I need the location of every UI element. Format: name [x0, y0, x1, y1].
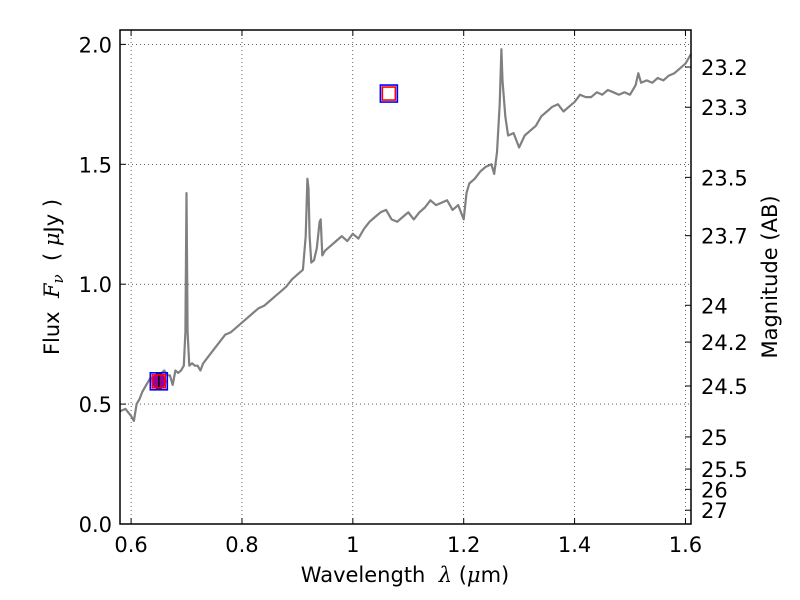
model-photometry-square: [381, 86, 397, 101]
mag-tick-label: 26: [701, 478, 728, 502]
plot-frame: [119, 29, 692, 525]
mag-tick-label: 24.5: [701, 375, 748, 399]
y-tick-label: 0.0: [79, 513, 112, 537]
mag-tick-label: 23.5: [701, 166, 748, 190]
y-tick-label: 1.0: [79, 273, 112, 297]
filter-photometry-square: [379, 84, 399, 103]
mag-tick-label: 24: [701, 294, 728, 318]
x-tick-label: 1.2: [447, 533, 480, 557]
y-tick-label: 2.0: [79, 33, 112, 57]
filter-photometry-square: [149, 372, 169, 391]
series-layer: [119, 48, 692, 422]
mag-tick-label: 25.5: [701, 458, 748, 482]
mag-tick-label: 23.3: [701, 96, 748, 120]
model-photometry-square: [151, 374, 167, 389]
points-layer: [149, 84, 399, 391]
mag-tick-label: 23.2: [701, 56, 748, 80]
mag-tick-label: 23.7: [701, 225, 748, 249]
y2-axis-label: Magnitude (AB): [758, 195, 782, 358]
x-tick-label: 0.8: [225, 533, 258, 557]
x-tick-label: 0.6: [114, 533, 147, 557]
y-tick-label: 1.5: [79, 153, 112, 177]
x-tick-label: 1.6: [669, 533, 702, 557]
x-tick-label: 1: [346, 533, 359, 557]
mag-tick-label: 24.2: [701, 331, 748, 355]
x-tick-label: 1.4: [558, 533, 591, 557]
mag-tick-label: 27: [701, 499, 728, 523]
spectrum-line: [119, 48, 692, 422]
ticks-layer: 0.6 0.8 1 1.2 1.4 1.6 0.0 0.5 1.0 1.5 2.0 23.2 23.3 2…: [79, 30, 748, 557]
mag-tick-label: 25: [701, 426, 728, 450]
y-axis-label: Flux Fν ( μJy ): [40, 199, 67, 355]
x-axis-label: Wavelength λ (μm): [301, 563, 509, 587]
y-tick-label: 0.5: [79, 393, 112, 417]
